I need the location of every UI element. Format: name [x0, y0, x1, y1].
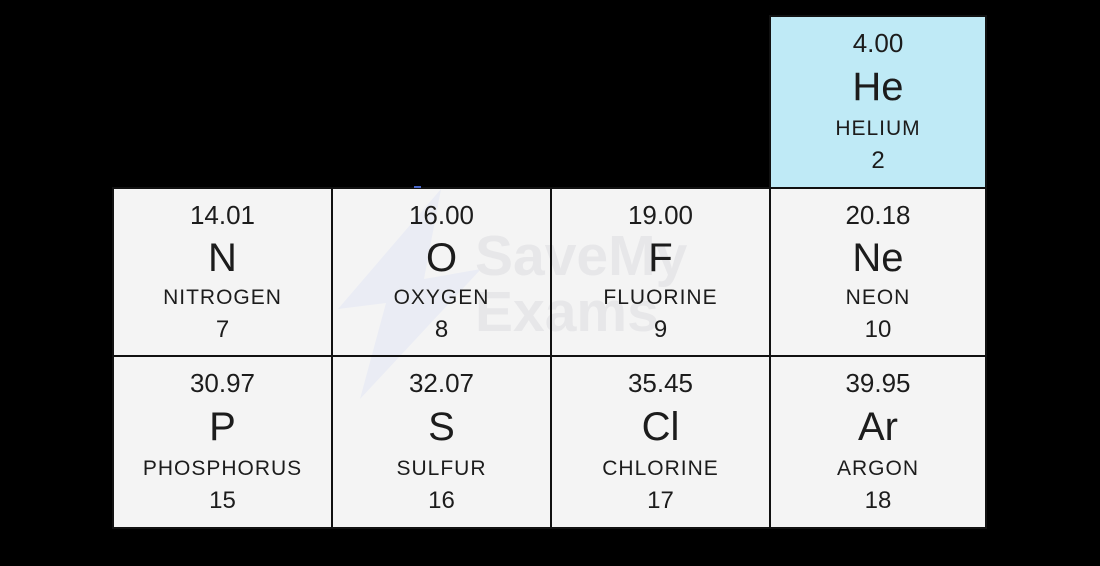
atomic-number: 17	[647, 487, 674, 515]
element-cell-argon: 39.95 Ar ARGON 18	[769, 355, 987, 529]
atomic-mass: 35.45	[627, 368, 694, 399]
element-symbol: P	[209, 405, 236, 450]
atomic-mass: 19.00	[627, 199, 694, 230]
atomic-mass: 20.18	[845, 199, 911, 230]
element-cell-fluorine: 19.00 F FLUORINE 9	[550, 187, 771, 357]
element-cell-chlorine: 35.45 Cl CHLORINE 17	[550, 355, 771, 529]
element-name: FLUORINE	[603, 286, 718, 310]
atomic-number: 8	[434, 316, 449, 343]
element-symbol: S	[428, 405, 455, 450]
element-symbol: O	[425, 235, 458, 280]
element-symbol: Cl	[641, 405, 680, 450]
element-cell-sulfur: 32.07 S SULFUR 16	[331, 355, 552, 529]
element-name: ARGON	[836, 456, 919, 480]
element-name: SULFUR	[396, 456, 487, 480]
atomic-mass: 32.07	[408, 368, 475, 399]
element-name: CHLORINE	[602, 456, 719, 480]
element-cell-neon: 20.18 Ne NEON 10	[769, 187, 987, 357]
element-name: OXYGEN	[393, 286, 490, 310]
atomic-number: 7	[215, 316, 230, 343]
atomic-mass: 14.01	[189, 199, 256, 230]
element-name: PHOSPHORUS	[142, 456, 303, 480]
watermark-bolt-tip-dash	[414, 186, 421, 188]
element-cell-phosphorus: 30.97 P PHOSPHORUS 15	[112, 355, 333, 529]
element-name: NEON	[845, 286, 911, 310]
element-name: NITROGEN	[163, 286, 282, 310]
element-symbol: He	[852, 65, 904, 110]
atomic-number: 15	[209, 487, 236, 515]
element-symbol: F	[648, 235, 673, 280]
element-name: HELIUM	[835, 116, 921, 140]
element-cell-oxygen: 16.00 O OXYGEN 8	[331, 187, 552, 357]
atomic-number: 2	[871, 147, 885, 175]
atomic-number: 9	[653, 316, 668, 343]
element-symbol: Ar	[858, 405, 898, 450]
atomic-mass: 39.95	[845, 368, 911, 399]
atomic-number: 18	[864, 487, 892, 515]
atomic-number: 16	[428, 487, 455, 515]
element-symbol: N	[208, 235, 237, 280]
element-symbol: Ne	[852, 235, 904, 280]
atomic-mass: 4.00	[852, 28, 904, 59]
atomic-mass: 16.00	[408, 199, 475, 230]
element-cell-helium: 4.00 He HELIUM 2	[769, 15, 987, 189]
atomic-number: 10	[864, 316, 892, 343]
atomic-mass: 30.97	[189, 368, 256, 399]
element-cell-nitrogen: 14.01 N NITROGEN 7	[112, 187, 333, 357]
